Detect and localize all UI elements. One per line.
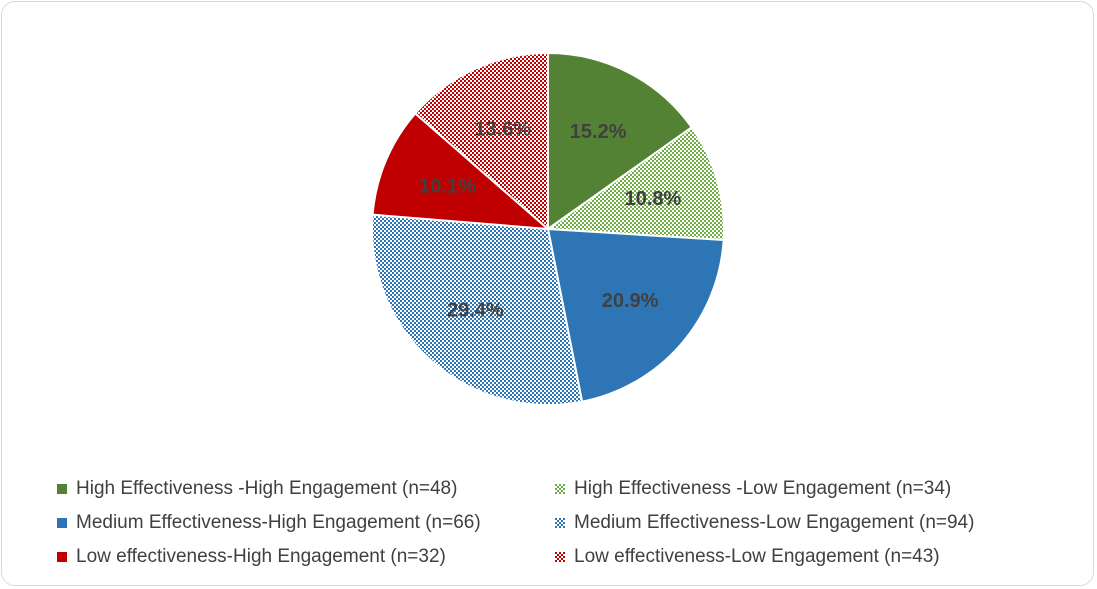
legend-label: High Effectiveness -High Engagement (n=4… (76, 478, 458, 499)
pie-data-label-1: 10.8% (625, 188, 682, 210)
pie-slice-2 (546, 227, 725, 403)
legend-item-medium-effectiveness-high-engagement: Medium Effectiveness-High Engagement (n=… (57, 511, 555, 535)
legend-swatch-icon (57, 552, 67, 562)
pie-data-label-0: 15.2% (570, 121, 627, 143)
legend-item-low-effectiveness-low-engagement: Low effectiveness-Low Engagement (n=43) (555, 545, 1015, 569)
legend-item-high-effectiveness-high-engagement: High Effectiveness -High Engagement (n=4… (57, 477, 555, 501)
pie-slices (371, 51, 725, 406)
legend-item-medium-effectiveness-low-engagement: Medium Effectiveness-Low Engagement (n=9… (555, 511, 1015, 535)
legend-swatch-icon (555, 484, 565, 494)
legend-swatch-icon (555, 552, 565, 562)
legend-label: High Effectiveness -Low Engagement (n=34… (574, 478, 952, 499)
legend-label: Medium Effectiveness-Low Engagement (n=9… (574, 512, 975, 533)
legend-swatch-icon (57, 484, 67, 494)
legend-item-low-effectiveness-high-engagement: Low effectiveness-High Engagement (n=32) (57, 545, 555, 569)
legend-swatch-icon (555, 518, 565, 528)
pie-data-label-5: 13.6% (474, 119, 531, 141)
legend-label: Low effectiveness-High Engagement (n=32) (76, 546, 446, 567)
legend-swatch-icon (57, 518, 67, 528)
pie-data-label-2: 20.9% (602, 290, 659, 312)
legend-item-high-effectiveness-low-engagement: High Effectiveness -Low Engagement (n=34… (555, 477, 1015, 501)
pie-slice-1 (545, 125, 725, 242)
pie-data-label-4: 10.1% (419, 176, 476, 198)
pie-slice-0 (547, 51, 694, 231)
legend-label: Low effectiveness-Low Engagement (n=43) (574, 546, 940, 567)
legend: High Effectiveness -High Engagement (n=4… (57, 477, 1057, 569)
pie-slice-4 (371, 112, 551, 231)
pie-data-labels: 15.2% 10.8% 20.9% 29.4% 10.1% 13.6% (419, 119, 681, 322)
pie-data-label-3: 29.4% (447, 299, 504, 321)
legend-label: Medium Effectiveness-High Engagement (n=… (76, 512, 481, 533)
pie-slice-5 (413, 51, 549, 232)
pie-slice-3 (371, 213, 584, 406)
